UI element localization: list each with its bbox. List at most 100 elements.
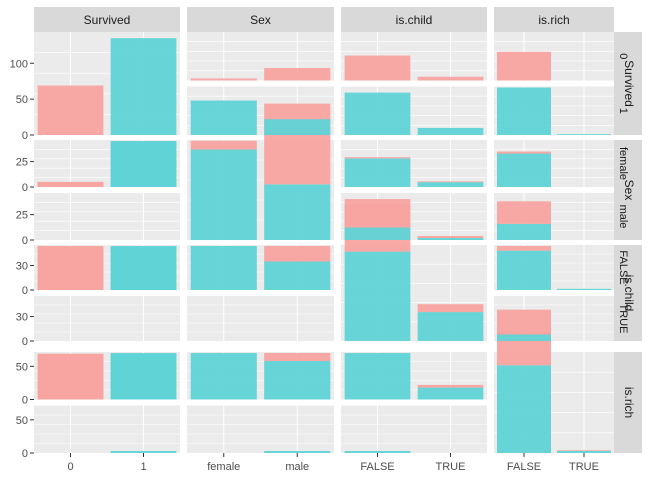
bar-male-FALSE-seg-0 — [497, 201, 551, 224]
strip-top-is.rich — [494, 7, 614, 32]
plot-panels — [34, 32, 614, 453]
bar-TRUE-FALSE-seg-1 — [497, 334, 551, 341]
bar-female-FALSE-seg-1 — [497, 153, 551, 187]
bar-0-FALSE — [497, 51, 551, 81]
bar-1-male — [264, 119, 331, 135]
bar-male-TRUE-seg-1 — [417, 237, 484, 240]
row-strips: Survived Sex is.child is.rich 0 1 female male FA… — [614, 32, 642, 453]
strip-right-Sex — [614, 140, 642, 240]
bar-female-FALSE-seg-0 — [344, 157, 411, 159]
panel-is.rich-is.child-TRUE — [341, 405, 487, 453]
bar-1 — [110, 353, 177, 400]
y-tick-label: 25 — [16, 210, 28, 222]
bar-TRUE-seg-0 — [417, 304, 484, 313]
bar-FALSE-FALSE-seg-1 — [497, 250, 551, 290]
strip-level-label: 0 — [617, 53, 629, 59]
bar-male-TRUE-seg-0 — [417, 235, 484, 238]
strip-level-label: 1 — [617, 108, 629, 114]
bar-male-seg-0 — [264, 103, 331, 185]
bar-1-FALSE — [497, 87, 551, 135]
bar-1 — [110, 141, 177, 187]
bar-FALSE-FALSE-seg-0 — [497, 246, 551, 251]
bar-male-FALSE-seg-1 — [497, 223, 551, 240]
bar-1-TRUE — [557, 134, 611, 135]
bar-female-TRUE-seg-0 — [417, 181, 484, 183]
bar-TRUE-seg-0 — [417, 384, 484, 388]
strip-top-label: Survived — [84, 13, 131, 27]
bar-male-seg-0 — [264, 246, 331, 262]
strip-top-Survived — [34, 7, 180, 32]
strip-level-label: female — [617, 147, 629, 180]
bar-FALSE-seg-1 — [497, 365, 551, 453]
y-tick-label: 30 — [16, 261, 28, 273]
panel-Sex-Survived-male — [34, 193, 180, 240]
y-tick-label: 0 — [22, 182, 28, 194]
y-tick-label: 0 — [22, 235, 28, 247]
y-axes: 0 50 100 0 25 0 25 0 30 0 30 0 50 0 50 — [10, 58, 34, 460]
bar-1-FALSE — [344, 92, 411, 135]
y-tick-label: 25 — [16, 157, 28, 169]
bar-male-FALSE-seg-0 — [344, 204, 411, 228]
bar-male-seg-1 — [264, 261, 331, 290]
bar-female-seg-0 — [190, 140, 257, 150]
x-tick-label: FALSE — [360, 461, 394, 473]
bar-TRUE-seg-1 — [557, 450, 611, 453]
bar-1 — [110, 38, 177, 135]
y-tick-label: 30 — [16, 312, 28, 324]
bar-TRUE-male — [264, 451, 331, 453]
bar-0 — [37, 85, 104, 135]
bar-female-FALSE-seg-1 — [344, 158, 411, 187]
strip-right-Survived — [614, 32, 642, 135]
y-tick-label: 0 — [22, 395, 28, 407]
bar-TRUE-seg-0 — [557, 450, 611, 451]
strip-level-label: FALSE — [617, 250, 629, 284]
panel-is.child-Sex-TRUE — [187, 296, 334, 341]
x-tick-label: TRUE — [436, 461, 466, 473]
bar-female-seg-1 — [190, 149, 257, 240]
bar-0 — [37, 246, 104, 290]
bar-TRUE-seg-1 — [417, 312, 484, 341]
strip-right-label: is.rich — [622, 387, 636, 418]
bar-female-seg-1 — [190, 353, 257, 400]
bar-female-FALSE-seg-0 — [497, 151, 551, 154]
x-tick-label: male — [285, 461, 309, 473]
strip-top-label: is.child — [396, 13, 433, 27]
y-tick-label: 0 — [22, 130, 28, 142]
strip-top-label: Sex — [250, 13, 271, 27]
x-tick-label: female — [207, 461, 240, 473]
y-tick-label: 0 — [22, 448, 28, 460]
bar-TRUE-1 — [110, 451, 177, 453]
bar-1-female — [190, 100, 257, 135]
bar-male-seg-0 — [264, 353, 331, 362]
bar-0-male — [264, 68, 331, 81]
strip-right-label: Survived — [622, 60, 636, 107]
panel-is.child-Survived-TRUE — [34, 296, 180, 341]
y-tick-label: 100 — [10, 58, 28, 70]
bar-0-female — [190, 78, 257, 81]
bar-0 — [37, 181, 104, 187]
y-tick-label: 50 — [16, 94, 28, 106]
strip-level-label: male — [617, 205, 629, 229]
strip-right-is.rich — [614, 352, 642, 453]
bar-female-TRUE-seg-1 — [417, 182, 484, 187]
x-tick-label: TRUE — [569, 461, 599, 473]
y-tick-label: 50 — [16, 415, 28, 427]
bar-0 — [37, 353, 104, 400]
x-tick-label: 0 — [67, 461, 73, 473]
bar-0-FALSE — [344, 55, 411, 81]
bar-1-TRUE — [417, 127, 484, 135]
strip-level-label: TRUE — [617, 304, 629, 334]
panel-is.rich-Sex-TRUE — [187, 405, 334, 453]
bar-male-FALSE-seg-1 — [344, 227, 411, 240]
bar-TRUE-seg-1 — [417, 387, 484, 400]
bar-0-TRUE — [417, 76, 484, 81]
panel-is.rich-Survived-TRUE — [34, 405, 180, 453]
strip-right-label: Sex — [622, 180, 636, 201]
y-tick-label: 0 — [22, 336, 28, 348]
x-tick-label: 1 — [140, 461, 146, 473]
bar-female-seg-1 — [190, 246, 257, 290]
x-axes: 0 1 female male FALSE TRUE FALSE TRUE — [67, 453, 599, 473]
strip-right-is.child — [614, 245, 642, 341]
bar-male-seg-1 — [264, 361, 331, 400]
